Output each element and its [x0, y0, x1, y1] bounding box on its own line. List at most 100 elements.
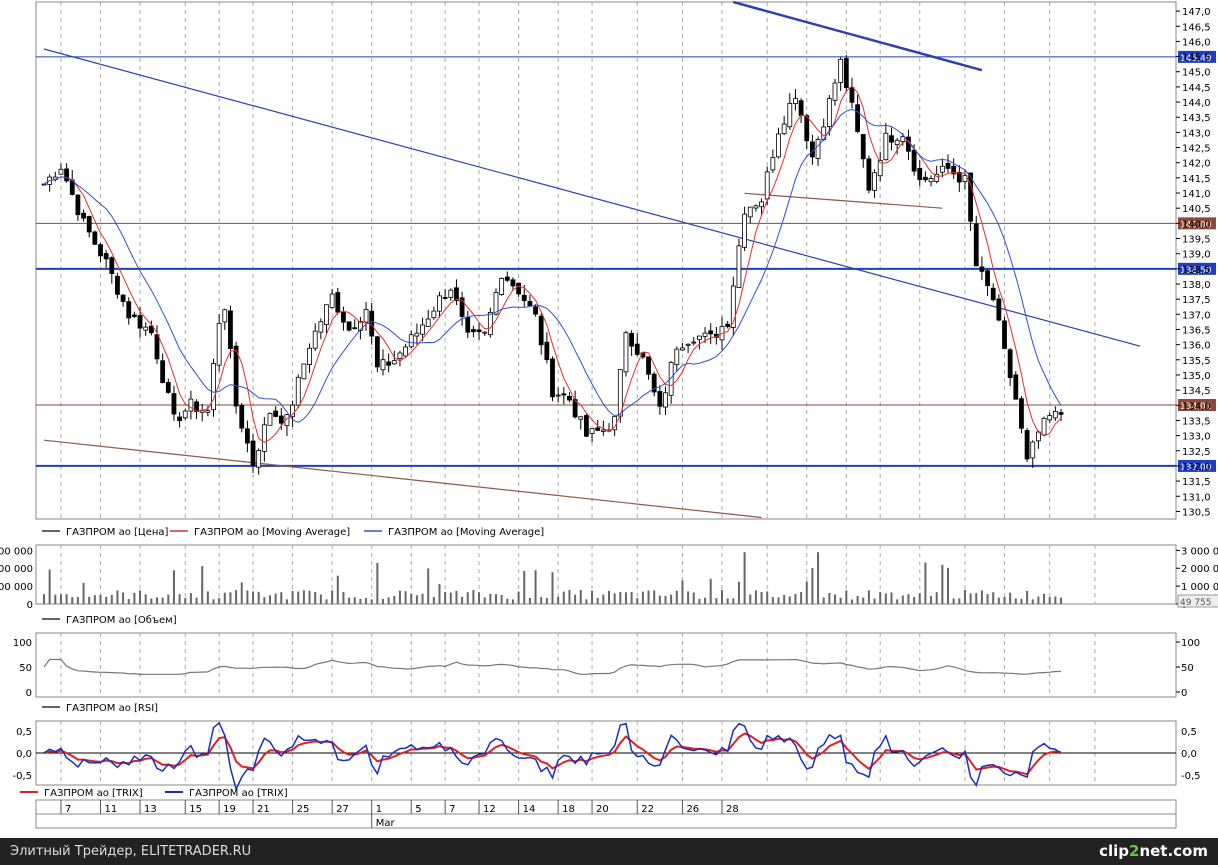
volume-bar [461, 596, 464, 604]
volume-bar [517, 591, 520, 604]
candle-body [629, 332, 634, 347]
volume-bar [331, 590, 334, 604]
volume-bar [370, 599, 373, 604]
candle-body [872, 172, 877, 191]
candle-body [680, 347, 685, 351]
volume-bar [269, 595, 271, 604]
volume-bar [935, 592, 938, 604]
candle-body [747, 206, 753, 218]
date-label: 14 [523, 804, 536, 815]
volume-bar [314, 591, 317, 604]
candle-body [1058, 412, 1064, 415]
candle-body [1052, 411, 1058, 419]
candle-body [431, 310, 437, 319]
y-tick-label: 135,0 [1182, 371, 1211, 382]
volume-bar [495, 594, 497, 604]
candle-body [527, 301, 533, 307]
volume-bar [913, 597, 916, 604]
y-tick-label: 133,0 [1182, 432, 1211, 443]
volume-bar [783, 594, 786, 604]
volume-tick-label-left: 1 000 000 [0, 582, 33, 593]
candle-body [584, 415, 589, 437]
rsi-tick-label: 100 [1181, 638, 1200, 649]
volume-bar [393, 595, 396, 604]
volume-bar [647, 590, 650, 604]
date-label: 11 [105, 804, 118, 815]
volume-bar [884, 593, 887, 604]
date-label: 27 [336, 804, 349, 815]
y-tick-label: 141,0 [1182, 189, 1211, 200]
candle-body [318, 321, 324, 333]
volume-bar [257, 591, 260, 604]
legend-label: ГАЗПРОМ ао [Объем] [66, 615, 177, 626]
volume-bar [489, 593, 492, 604]
volume-bar [608, 590, 610, 604]
brand-part-b: 2 [1129, 842, 1140, 860]
candle-body [346, 321, 352, 331]
candle-body [148, 325, 154, 334]
candle-body [730, 285, 736, 328]
volume-bar [636, 598, 639, 604]
volume-bar [511, 599, 514, 604]
candle-body [493, 291, 499, 315]
level-label-box [1178, 262, 1216, 275]
volume-bar [568, 590, 571, 604]
volume-bar [466, 592, 469, 604]
legend-label: ГАЗПРОМ ао [TRIX] [44, 788, 143, 799]
candle-body [295, 376, 301, 406]
candle-body [188, 398, 194, 412]
rsi-tick-label-left: 0 [26, 688, 32, 699]
volume-bar [280, 592, 283, 604]
candle-body [538, 315, 544, 346]
volume-bar [336, 575, 339, 604]
candle-body [668, 361, 674, 396]
candle-body [877, 159, 883, 177]
y-tick-label: 132,5 [1182, 447, 1211, 458]
candle-body [572, 399, 578, 418]
candle-body [973, 223, 979, 267]
volume-bar [449, 592, 452, 604]
candle-body [465, 316, 471, 333]
volume-bar [986, 594, 989, 604]
panel-frame-2 [35, 632, 1177, 698]
date-label: 13 [144, 804, 157, 815]
brand-logo[interactable]: clip2net.com [1099, 842, 1208, 860]
date-label: 25 [297, 804, 310, 815]
volume-bar [896, 599, 899, 604]
volume-bar [737, 581, 740, 604]
candle-body [838, 58, 844, 83]
candle-body [233, 345, 239, 407]
candle-body [595, 427, 601, 431]
volume-bar [670, 594, 673, 604]
y-tick-label: 130,5 [1182, 507, 1211, 518]
y-tick-label: 132,0 [1182, 462, 1211, 473]
candle-body [414, 332, 420, 337]
moving-average-slow [43, 108, 1062, 423]
volume-bar [1031, 599, 1034, 604]
candle-body [855, 104, 860, 132]
y-tick-label: 135,5 [1182, 356, 1211, 367]
candle-body [256, 450, 262, 468]
date-label: 26 [686, 804, 699, 815]
volume-bar [771, 597, 774, 604]
volume-bar [444, 591, 447, 604]
candle-body [165, 382, 171, 393]
volume-bar [365, 598, 368, 604]
footer-bar: Элитный Трейдер, ELITETRADER.RU clip2net… [0, 838, 1218, 865]
candle-body [58, 168, 64, 175]
volume-bar [455, 590, 458, 604]
candle-body [335, 292, 341, 313]
y-tick-label: 145,0 [1182, 68, 1211, 79]
level-label: 132,00 [1180, 463, 1212, 473]
volume-bar [427, 568, 430, 604]
candle-body [521, 294, 527, 302]
candle-body [222, 309, 228, 323]
volume-bar [291, 591, 294, 604]
volume-tick-label-left: 2 000 000 [0, 564, 33, 575]
volume-bar [438, 584, 441, 604]
level-label: 140,00 [1180, 220, 1212, 230]
candle-body [1047, 415, 1053, 421]
panel-frame-1 [35, 544, 1177, 605]
candle-body [923, 176, 928, 181]
volume-bar [65, 594, 68, 604]
